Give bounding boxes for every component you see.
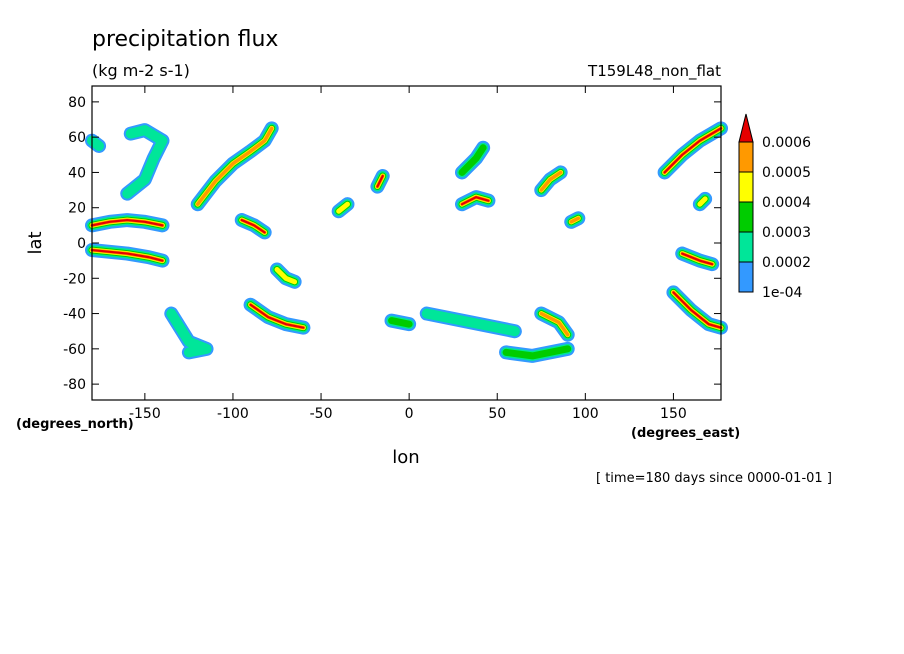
contour-level-5 bbox=[249, 303, 305, 329]
y-tick-label: 80 bbox=[68, 95, 86, 111]
feature-north-indian-cell bbox=[534, 165, 568, 198]
colorbar-label: 0.0003 bbox=[762, 225, 811, 241]
contour-level-3 bbox=[274, 266, 298, 285]
contour-level-5 bbox=[90, 218, 164, 227]
run-label: T159L48_non_flat bbox=[587, 62, 721, 81]
axis-ticks: -150 -100 -50 0 50 100 150 80 60 40 20 0 -20 -40 -60 -8… bbox=[63, 86, 721, 422]
contour-level-4 bbox=[539, 170, 563, 192]
contour-level-1 bbox=[166, 308, 212, 358]
contour-level-3 bbox=[697, 196, 708, 207]
feature-sw-pacific-front bbox=[666, 285, 728, 335]
plot-area bbox=[85, 85, 728, 401]
feature-itcz-east-pacific bbox=[85, 213, 170, 233]
contour-level-5 bbox=[90, 248, 164, 262]
feature-southern-atlantic-patch bbox=[384, 313, 417, 332]
contour-level-4 bbox=[195, 126, 274, 206]
feature-south-indian-arc bbox=[499, 341, 575, 363]
y-tick-label: -80 bbox=[63, 377, 86, 393]
colorbar-triangle bbox=[738, 113, 754, 143]
colorbar-swatch bbox=[738, 261, 754, 293]
y-tick-label: 60 bbox=[68, 130, 86, 146]
colorbar-swatch bbox=[738, 141, 754, 173]
x-tick-label: 0 bbox=[405, 406, 414, 422]
colorbar: 1e-04 0.0002 0.0003 0.0004 0.0005 0.0006 bbox=[738, 113, 811, 301]
feature-sea-cell bbox=[564, 211, 586, 229]
feature-north-atlantic-front bbox=[190, 121, 279, 212]
feature-west-africa-cell bbox=[331, 197, 355, 219]
chart-title: precipitation flux bbox=[92, 27, 278, 52]
contour-level-5 bbox=[460, 196, 490, 206]
x-tick-label: 100 bbox=[572, 406, 599, 422]
feature-mediterranean-front bbox=[455, 140, 491, 180]
contour-level-5 bbox=[376, 174, 384, 188]
colorbar-label: 0.0005 bbox=[762, 165, 811, 181]
contour-level-1 bbox=[122, 125, 168, 199]
colorbar-label: 0.0002 bbox=[762, 255, 811, 271]
contour-level-2 bbox=[458, 144, 487, 176]
y-tick-label: 40 bbox=[68, 165, 86, 181]
y-tick-label: -20 bbox=[63, 271, 86, 287]
x-tick-label: 150 bbox=[660, 406, 687, 422]
colorbar-label: 0.0004 bbox=[762, 195, 811, 211]
contour-level-5 bbox=[681, 252, 714, 266]
y-tick-label: 20 bbox=[68, 201, 86, 217]
feature-ne-pacific-arc bbox=[120, 123, 170, 201]
feature-indian-ocean-front bbox=[419, 306, 522, 339]
contour-level-1 bbox=[87, 135, 105, 151]
contour-level-4 bbox=[539, 311, 570, 337]
feature-north-pacific-small bbox=[692, 191, 713, 212]
x-axis-label: lon bbox=[392, 447, 419, 468]
colorbar-swatch bbox=[738, 201, 754, 233]
y-tick-label: -40 bbox=[63, 307, 86, 323]
feature-spcz-band bbox=[85, 243, 170, 268]
contour-level-5 bbox=[663, 127, 723, 174]
x-tick-label: -100 bbox=[217, 406, 249, 422]
contour-level-5 bbox=[240, 218, 266, 234]
contour-level-1 bbox=[421, 308, 520, 337]
feature-africa-cell bbox=[455, 190, 496, 212]
contour-level-4 bbox=[569, 216, 581, 224]
feature-tropical-west-pacific bbox=[675, 246, 720, 272]
time-label: [ time=180 days since 0000-01-01 ] bbox=[596, 471, 832, 486]
y-axis-label: lat bbox=[25, 231, 46, 254]
feature-south-pacific-arc bbox=[164, 306, 214, 360]
feature-east-asia-cell bbox=[370, 168, 390, 194]
x-tick-label: 50 bbox=[488, 406, 506, 422]
y-units-label: (degrees_north) bbox=[16, 417, 134, 432]
colorbar-swatch bbox=[738, 171, 754, 203]
feature-sw-atlantic-front bbox=[243, 297, 311, 335]
y-tick-label: 0 bbox=[77, 236, 86, 252]
chart-units: (kg m-2 s-1) bbox=[92, 61, 190, 80]
x-units-label: (degrees_east) bbox=[631, 426, 740, 441]
y-tick-label: -60 bbox=[63, 342, 86, 358]
colorbar-label: 0.0006 bbox=[762, 135, 811, 151]
x-tick-label: -150 bbox=[129, 406, 161, 422]
feature-west-pacific-hook bbox=[85, 133, 107, 153]
colorbar-label: 1e-04 bbox=[762, 285, 802, 301]
feature-sw-indian-front bbox=[534, 306, 575, 342]
contour-level-2 bbox=[502, 345, 572, 360]
feature-nw-pacific-front bbox=[657, 121, 728, 180]
contour-level-5 bbox=[672, 291, 723, 329]
precip-features bbox=[85, 121, 728, 363]
feature-central-america-cell bbox=[234, 213, 272, 240]
feature-amazon-cell bbox=[270, 262, 302, 289]
contour-level-2 bbox=[388, 317, 413, 328]
contour-level-3 bbox=[336, 201, 350, 214]
colorbar-swatch bbox=[738, 231, 754, 263]
x-tick-label: -50 bbox=[310, 406, 333, 422]
